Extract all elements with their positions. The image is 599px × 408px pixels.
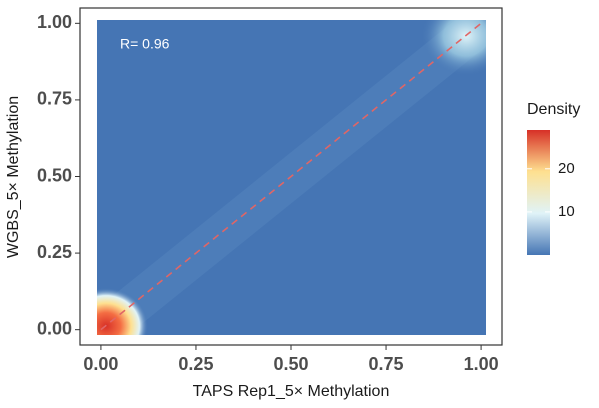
x-tick-label: 1.00 — [464, 354, 499, 374]
high-blob — [421, 20, 486, 76]
y-axis-title: WGBS_5× Methylation — [5, 96, 22, 258]
density-blobs — [97, 20, 486, 335]
y-tick-label: 0.75 — [37, 89, 72, 109]
x-tick-label: 0.25 — [178, 354, 213, 374]
colorbar-tick-label: 10 — [558, 203, 575, 220]
y-tick-label: 1.00 — [37, 12, 72, 32]
legend-title: Density — [527, 101, 580, 118]
x-tick-label: 0.75 — [369, 354, 404, 374]
y-tick-label: 0.00 — [37, 318, 72, 338]
colorbar-tick-label: 20 — [558, 160, 575, 177]
reference-line — [100, 22, 482, 331]
x-tick-label: 0.00 — [83, 354, 118, 374]
y-tick-label: 0.50 — [37, 165, 72, 185]
diagonal-glow — [97, 20, 486, 335]
x-axis-title: TAPS Rep1_5× Methylation — [193, 383, 390, 400]
annotation: R= 0.96 — [120, 36, 170, 52]
x-tick-label: 0.50 — [273, 354, 308, 374]
y-tick-label: 0.25 — [37, 242, 72, 262]
colorbar — [527, 130, 550, 255]
